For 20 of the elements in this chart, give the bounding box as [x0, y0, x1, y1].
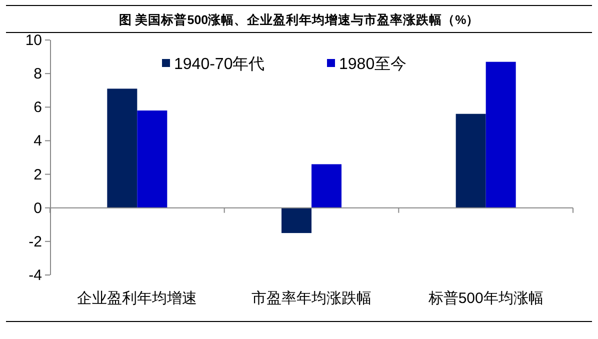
bar: [282, 208, 312, 234]
y-tick-label: 6: [34, 99, 42, 116]
legend-label: 1980至今: [339, 56, 407, 73]
bar: [107, 88, 138, 208]
y-tick-label: 0: [34, 200, 42, 217]
x-tick-label: 标普500年均涨幅: [427, 290, 544, 307]
y-tick-label: -4: [28, 267, 42, 284]
y-tick-label: 8: [34, 66, 42, 83]
bar: [137, 110, 168, 208]
bar: [312, 164, 342, 208]
x-tick-label: 市盈率年均涨跌幅: [252, 290, 372, 307]
y-tick-label: -2: [28, 233, 42, 250]
y-tick-label: 2: [34, 166, 42, 184]
y-tick-label: 10: [25, 32, 42, 49]
y-tick-label: 4: [34, 132, 42, 150]
x-tick-label: 企业盈利年均增速: [77, 290, 198, 307]
chart-title: 图 美国标普500涨幅、企业盈利年均增速与市盈率涨跌幅（%）: [118, 12, 480, 27]
legend-label: 1940-70年代: [174, 56, 265, 73]
bar: [486, 62, 516, 208]
bar: [456, 114, 486, 208]
